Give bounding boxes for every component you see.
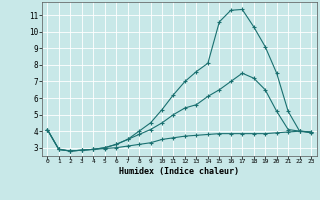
X-axis label: Humidex (Indice chaleur): Humidex (Indice chaleur)	[119, 167, 239, 176]
